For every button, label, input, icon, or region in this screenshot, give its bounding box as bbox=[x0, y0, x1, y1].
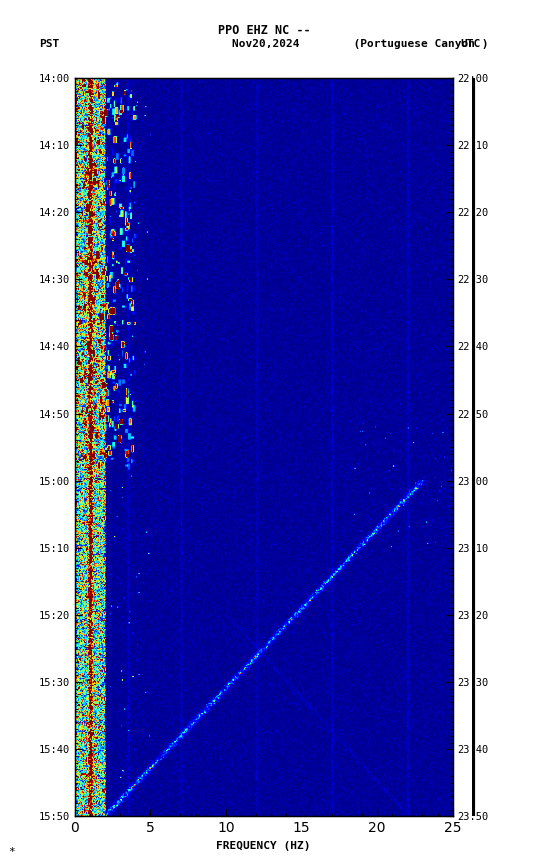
Text: PPO EHZ NC --: PPO EHZ NC -- bbox=[217, 24, 310, 37]
Text: *: * bbox=[8, 847, 15, 857]
Text: Nov20,2024        (Portuguese Canyon ): Nov20,2024 (Portuguese Canyon ) bbox=[232, 39, 489, 49]
X-axis label: FREQUENCY (HZ): FREQUENCY (HZ) bbox=[216, 841, 311, 851]
Text: UTC: UTC bbox=[460, 39, 480, 49]
Text: PST: PST bbox=[39, 39, 59, 49]
